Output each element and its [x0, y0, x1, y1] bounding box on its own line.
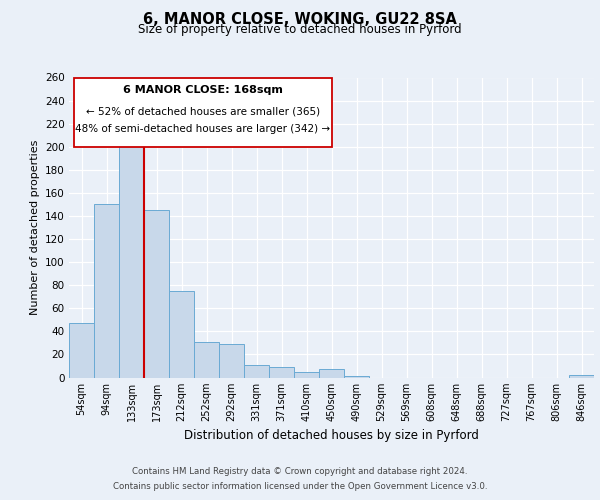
- Text: 6 MANOR CLOSE: 168sqm: 6 MANOR CLOSE: 168sqm: [123, 85, 283, 95]
- Text: Contains HM Land Registry data © Crown copyright and database right 2024.: Contains HM Land Registry data © Crown c…: [132, 467, 468, 476]
- Bar: [294, 372, 319, 378]
- Text: Size of property relative to detached houses in Pyrford: Size of property relative to detached ho…: [138, 22, 462, 36]
- Bar: [319, 370, 344, 378]
- Bar: [69, 324, 94, 378]
- Bar: [194, 342, 219, 378]
- Bar: [344, 376, 369, 378]
- Text: ← 52% of detached houses are smaller (365): ← 52% of detached houses are smaller (36…: [86, 106, 320, 116]
- Bar: [569, 375, 594, 378]
- Text: 6, MANOR CLOSE, WOKING, GU22 8SA: 6, MANOR CLOSE, WOKING, GU22 8SA: [143, 12, 457, 28]
- Bar: [169, 291, 194, 378]
- Text: Contains public sector information licensed under the Open Government Licence v3: Contains public sector information licen…: [113, 482, 487, 491]
- Bar: [244, 365, 269, 378]
- Bar: [269, 367, 294, 378]
- Bar: [219, 344, 244, 378]
- Bar: [119, 142, 144, 378]
- X-axis label: Distribution of detached houses by size in Pyrford: Distribution of detached houses by size …: [184, 430, 479, 442]
- Text: 48% of semi-detached houses are larger (342) →: 48% of semi-detached houses are larger (…: [76, 124, 331, 134]
- Bar: [144, 210, 169, 378]
- Y-axis label: Number of detached properties: Number of detached properties: [29, 140, 40, 315]
- FancyBboxPatch shape: [74, 78, 331, 146]
- Bar: [94, 204, 119, 378]
